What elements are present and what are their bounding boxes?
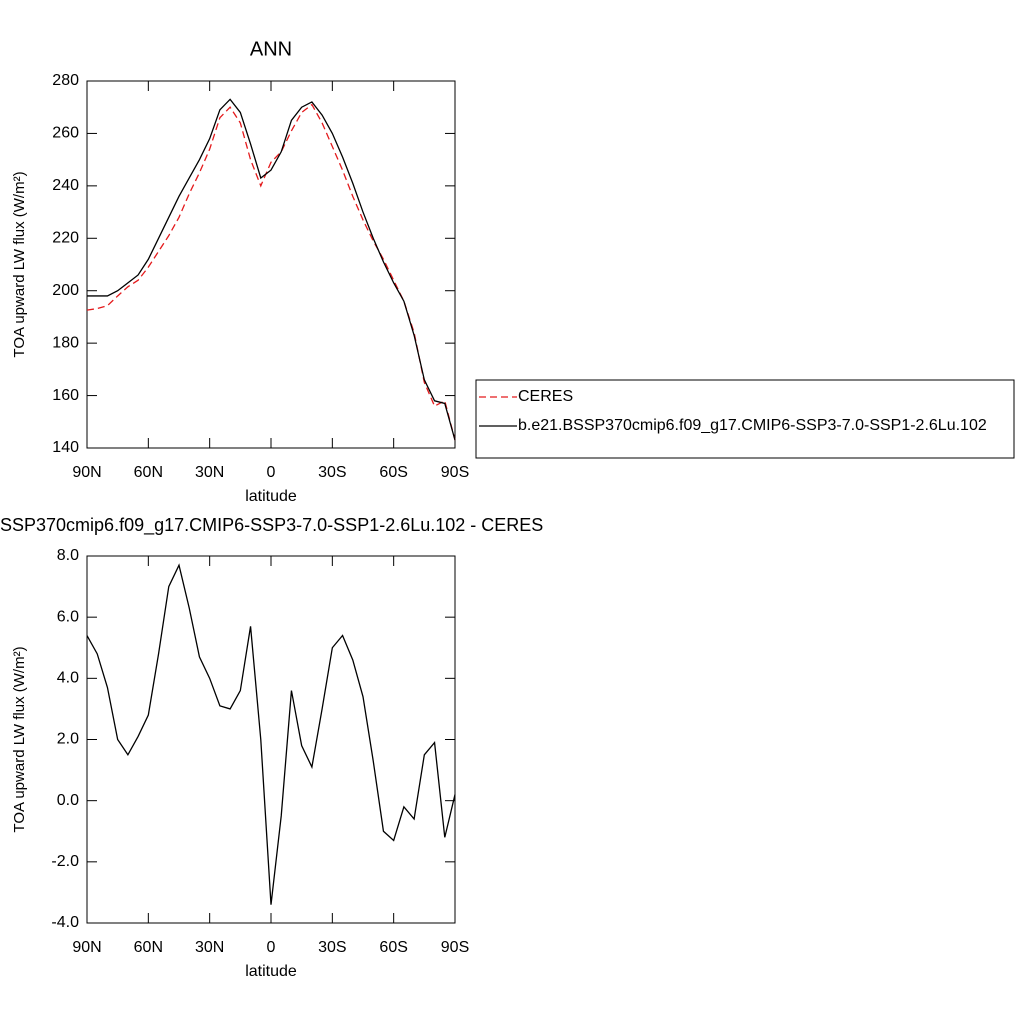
- x-tick-label: 0: [267, 939, 276, 956]
- y-tick-label: 160: [52, 387, 79, 404]
- y-tick-label: 4.0: [57, 670, 79, 687]
- x-tick-label: 90N: [72, 939, 101, 956]
- chart-title: ANN: [250, 38, 292, 60]
- y-tick-label: 6.0: [57, 608, 79, 625]
- x-tick-label: 30N: [195, 939, 224, 956]
- y-tick-label: 180: [52, 334, 79, 351]
- y-tick-label: 220: [52, 230, 79, 247]
- x-tick-label: 90S: [441, 464, 469, 481]
- y-tick-label: 260: [52, 125, 79, 142]
- x-tick-label: 60S: [379, 939, 407, 956]
- x-tick-label: 90N: [72, 464, 101, 481]
- x-tick-label: 30N: [195, 464, 224, 481]
- x-tick-label: 90S: [441, 939, 469, 956]
- legend-label: CERES: [518, 388, 573, 405]
- y-tick-label: 240: [52, 177, 79, 194]
- legend-label: b.e21.BSSP370cmip6.f09_g17.CMIP6-SSP3-7.…: [518, 417, 987, 434]
- y-tick-label: -2.0: [51, 853, 79, 870]
- y-tick-label: 8.0: [57, 547, 79, 564]
- y-axis-label: TOA upward LW flux (W/m²): [11, 646, 28, 832]
- y-tick-label: -4.0: [51, 914, 79, 931]
- plot-frame: [86, 555, 456, 924]
- x-axis-label: latitude: [245, 963, 297, 980]
- chart-title: SSP370cmip6.f09_g17.CMIP6-SSP3-7.0-SSP1-…: [0, 515, 543, 536]
- y-tick-label: 140: [52, 439, 79, 456]
- x-tick-label: 30S: [318, 464, 346, 481]
- y-axis-label: TOA upward LW flux (W/m²): [11, 171, 28, 357]
- y-tick-label: 0.0: [57, 792, 79, 809]
- y-tick-label: 200: [52, 282, 79, 299]
- x-tick-label: 60S: [379, 464, 407, 481]
- x-tick-label: 0: [267, 464, 276, 481]
- data-line: [86, 103, 456, 441]
- x-tick-label: 60N: [134, 939, 163, 956]
- y-tick-label: 2.0: [57, 731, 79, 748]
- x-tick-label: 30S: [318, 939, 346, 956]
- legend-box: [475, 379, 1015, 459]
- data-line: [87, 98, 456, 441]
- plot-frame: [86, 80, 456, 449]
- y-tick-label: 280: [52, 72, 79, 89]
- x-axis-label: latitude: [245, 488, 297, 505]
- x-tick-label: 60N: [134, 464, 163, 481]
- data-line: [86, 563, 456, 905]
